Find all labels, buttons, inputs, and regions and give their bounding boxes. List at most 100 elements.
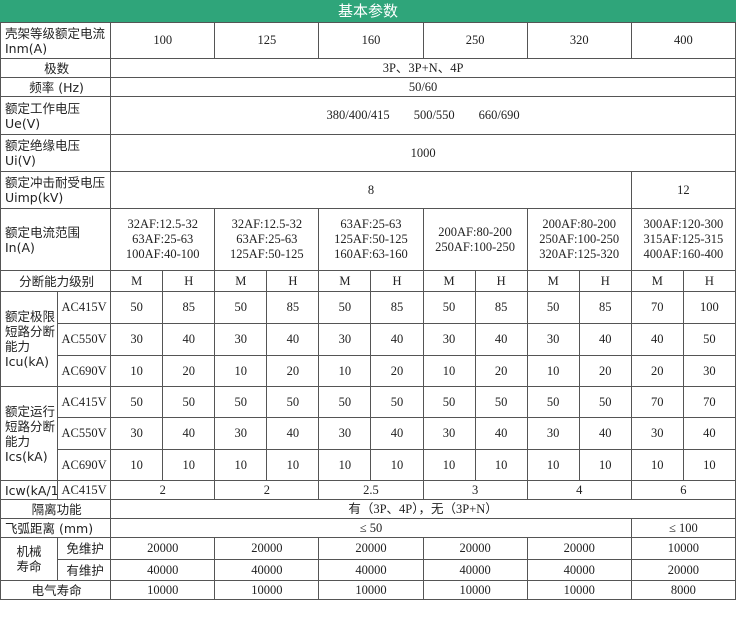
table-title: 基本参数 bbox=[0, 0, 736, 22]
cell-line: 200AF:80-200 bbox=[438, 224, 512, 239]
cell-line: 125AF:50-125 bbox=[230, 247, 304, 261]
table-row: 飞弧距离 (mm) ≤ 50 ≤ 100 bbox=[0, 518, 736, 538]
value-cell: 250 bbox=[422, 22, 528, 59]
row-label: 额定工作电压 Ue(V) bbox=[0, 96, 112, 135]
value-cell: 85 bbox=[266, 291, 320, 324]
value-cell: 10 bbox=[110, 355, 164, 387]
table-row: 额定极限短路分断能力Icu(kA) AC415V 50 85 50 85 50 85 50 85 5… bbox=[0, 291, 736, 387]
value-cell: 有（3P、4P），无（3P+N） bbox=[110, 499, 736, 519]
value-cell: 10 bbox=[110, 449, 164, 481]
value-cell: 2 bbox=[214, 480, 320, 500]
cell-line: 315AF:125-315 bbox=[643, 232, 724, 246]
value-cell: 50 bbox=[318, 386, 372, 418]
table-row: 分断能力级别 M H M H M H M H M H M H bbox=[0, 270, 736, 292]
value-cell: 40 bbox=[474, 323, 528, 356]
row-label: 飞弧距离 (mm) bbox=[0, 518, 112, 538]
row-label: 壳架等级额定电流 Inm(A) bbox=[0, 22, 112, 59]
table-row: 壳架等级额定电流 Inm(A) 100 125 160 250 320 400 bbox=[0, 22, 736, 59]
value-cell: 10 bbox=[318, 355, 372, 387]
value-cell: 30 bbox=[682, 355, 736, 387]
value-cell: 6 bbox=[630, 480, 736, 500]
value-cell: 10 bbox=[214, 355, 268, 387]
value-cell: 10 bbox=[526, 355, 580, 387]
value-cell: 40000 bbox=[526, 559, 632, 581]
value-cell: 50 bbox=[266, 386, 320, 418]
row-label: 机械寿命 bbox=[0, 537, 59, 581]
value-cell: 10 bbox=[162, 449, 216, 481]
value-cell: M bbox=[526, 270, 580, 292]
value-cell: 30 bbox=[318, 323, 372, 356]
value-cell: 40 bbox=[630, 323, 684, 356]
value-cell: H bbox=[578, 270, 632, 292]
value-cell: 40000 bbox=[214, 559, 320, 581]
value-cell: 50 bbox=[422, 291, 476, 324]
value-cell: 10 bbox=[526, 449, 580, 481]
value-cell: M bbox=[214, 270, 268, 292]
value-cell: 30 bbox=[318, 417, 372, 450]
value-cell: 40 bbox=[162, 323, 216, 356]
value-cell: H bbox=[266, 270, 320, 292]
cell-line: 100AF:40-100 bbox=[125, 247, 200, 261]
voltage-label: AC550V bbox=[57, 417, 112, 450]
value-cell: H bbox=[682, 270, 736, 292]
value-cell: 40 bbox=[682, 417, 736, 450]
value-cell: 50 bbox=[526, 291, 580, 324]
value-cell: 400 bbox=[630, 22, 736, 59]
table-row: 有维护 40000 40000 40000 40000 40000 20000 bbox=[1, 559, 736, 581]
cell-line: 250AF:100-250 bbox=[435, 239, 516, 254]
value-cell: 20000 bbox=[526, 537, 632, 560]
value-cell: 10 bbox=[474, 449, 528, 481]
table-row: 额定绝缘电压 Ui(V) 1000 bbox=[0, 134, 736, 172]
value-cell: 50 bbox=[682, 323, 736, 356]
value-cell: 70 bbox=[682, 386, 736, 418]
cell-line: 32AF:12.5-32 bbox=[231, 217, 303, 231]
value-cell: 50 bbox=[110, 386, 164, 418]
value-cell: 300AF:120-300 315AF:125-315 400AF:160-400 bbox=[630, 208, 736, 271]
spec-table: 壳架等级额定电流 Inm(A) 100 125 160 250 320 400 极数 3P、3P… bbox=[0, 22, 736, 600]
value-cell: 20000 bbox=[630, 559, 736, 581]
value-cell: 50 bbox=[578, 386, 632, 418]
voltage-value: 380/400/415 bbox=[326, 108, 390, 122]
value-cell: 30 bbox=[422, 323, 476, 356]
value-cell: 125 bbox=[214, 22, 320, 59]
row-label: 额定绝缘电压 Ui(V) bbox=[0, 134, 112, 172]
value-cell: 2.5 bbox=[318, 480, 424, 500]
voltage-value: 660/690 bbox=[478, 108, 520, 122]
value-cell: 3P、3P+N、4P bbox=[110, 58, 736, 78]
value-cell: 10 bbox=[318, 449, 372, 481]
row-label: 额定电流范围 In(A) bbox=[0, 208, 112, 271]
table-row: AC550V 30 40 30 40 30 40 30 40 30 40 30 40 bbox=[1, 417, 736, 450]
sub-label: 有维护 bbox=[57, 559, 112, 581]
row-label: 极数 bbox=[0, 58, 112, 78]
value-cell: 50 bbox=[214, 386, 268, 418]
value-cell: 20000 bbox=[110, 537, 216, 560]
value-cell: 10000 bbox=[214, 580, 320, 600]
cell-line: 300AF:120-300 bbox=[643, 217, 724, 231]
value-cell: 63AF:25-63 125AF:50-125 160AF:63-160 bbox=[318, 208, 424, 271]
cell-line: 32AF:12.5-32 bbox=[127, 217, 198, 231]
row-label: 频率 (Hz) bbox=[0, 77, 112, 97]
value-cell: 40 bbox=[370, 323, 424, 356]
value-cell: 70 bbox=[630, 386, 684, 418]
voltage-label: AC550V bbox=[57, 323, 112, 356]
value-cell: 85 bbox=[578, 291, 632, 324]
value-cell: 30 bbox=[214, 323, 268, 356]
value-cell: 10 bbox=[266, 449, 320, 481]
cell-line: 63AF:25-63 bbox=[132, 232, 194, 246]
value-cell: 50 bbox=[370, 386, 424, 418]
value-cell: 8000 bbox=[630, 580, 736, 600]
table-row: 频率 (Hz) 50/60 bbox=[0, 77, 736, 97]
value-cell: 20 bbox=[370, 355, 424, 387]
value-cell: 50 bbox=[318, 291, 372, 324]
value-cell: 40000 bbox=[110, 559, 216, 581]
value-cell: 85 bbox=[162, 291, 216, 324]
value-cell: 3 bbox=[422, 480, 528, 500]
cell-line: 125AF:50-125 bbox=[334, 232, 408, 246]
value-cell: 20 bbox=[474, 355, 528, 387]
voltage-value: 500/550 bbox=[413, 108, 455, 122]
value-cell: 30 bbox=[110, 417, 164, 450]
table-row: 电气寿命 10000 10000 10000 10000 10000 8000 bbox=[0, 580, 736, 600]
value-cell: 30 bbox=[526, 323, 580, 356]
value-cell: ≤ 50 bbox=[110, 518, 632, 538]
